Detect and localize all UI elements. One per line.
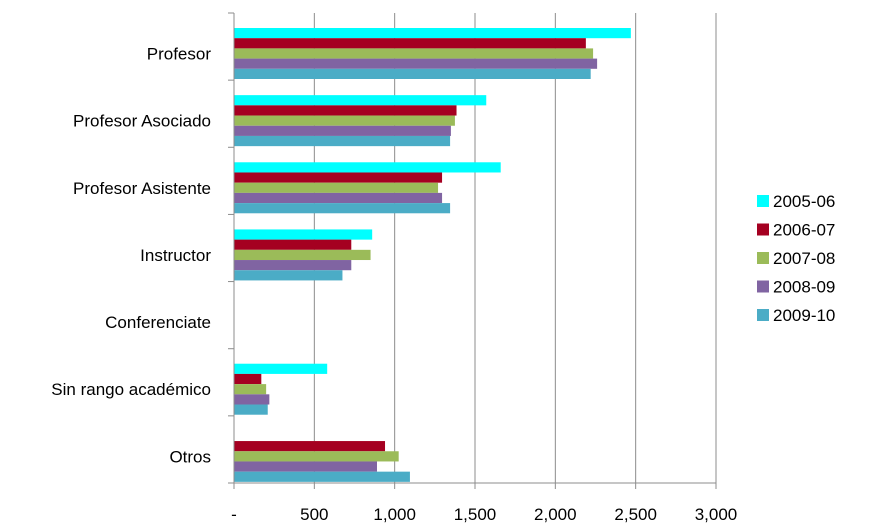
bar-profesor-asociado-2006-07 <box>234 105 457 116</box>
bar-profesor-2007-08 <box>234 48 594 59</box>
legend-swatch-2008-09 <box>757 280 769 293</box>
bar-profesor-asociado-2008-09 <box>234 125 451 136</box>
bar-profesor-2009-10 <box>234 68 591 79</box>
x-tick-label: - <box>231 505 237 524</box>
bar-otros-2008-09 <box>234 461 377 472</box>
category-label-conferenciate: Conferenciate <box>105 313 211 332</box>
labels: - 500 1,000 1,500 2,000 2,500 3,000 Profesor Pro… <box>51 45 737 525</box>
bar-profesor-asociado-2005-06 <box>234 95 487 106</box>
bar-profesor-asistente-2006-07 <box>234 172 443 183</box>
x-tick-label: 2,000 <box>534 505 577 524</box>
legend-label-2005-06: 2005-06 <box>773 192 835 211</box>
x-tick-label: 1,500 <box>454 505 497 524</box>
bar-instructor-2006-07 <box>234 239 352 250</box>
legend-label-2006-07: 2006-07 <box>773 221 835 240</box>
x-tick-label: 3,000 <box>695 505 738 524</box>
bar-otros-2007-08 <box>234 451 399 462</box>
legend-swatch-2007-08 <box>757 252 769 264</box>
bar-profesor-asistente-2005-06 <box>234 162 501 173</box>
bar-sin-rango-academico-2009-10 <box>234 404 268 415</box>
category-label-profesor-asociado: Profesor Asociado <box>73 112 211 131</box>
bar-profesor-asistente-2008-09 <box>234 192 443 204</box>
x-tick-label: 500 <box>300 505 328 524</box>
bar-profesor-2006-07 <box>234 38 586 49</box>
bar-instructor-2008-09 <box>234 260 352 271</box>
bar-profesor-asistente-2007-08 <box>234 182 439 193</box>
bar-otros-2009-10 <box>234 471 410 482</box>
bar-profesor-asociado-2007-08 <box>234 115 455 126</box>
category-label-sin-rango-academico: Sin rango académico <box>51 380 211 399</box>
category-label-profesor-asistente: Profesor Asistente <box>73 179 211 198</box>
bar-sin-rango-academico-2008-09 <box>234 394 270 405</box>
bar-sin-rango-academico-2007-08 <box>234 384 267 395</box>
legend-label-2007-08: 2007-08 <box>773 249 835 268</box>
bar-otros-2006-07 <box>234 441 386 452</box>
category-label-instructor: Instructor <box>140 246 211 265</box>
bar-profesor-asociado-2009-10 <box>234 135 451 147</box>
legend-label-2008-09: 2008-09 <box>773 278 835 297</box>
bar-instructor-2007-08 <box>234 249 371 261</box>
bar-instructor-2009-10 <box>234 270 343 281</box>
bars <box>234 28 631 482</box>
bar-profesor-2008-09 <box>234 58 598 69</box>
legend: 2005-06 2006-07 2007-08 2008-09 2009-10 <box>757 192 835 325</box>
bar-instructor-2005-06 <box>234 229 373 240</box>
bar-sin-rango-academico-2006-07 <box>234 373 262 385</box>
category-label-profesor: Profesor <box>147 45 212 64</box>
legend-swatch-2009-10 <box>757 309 769 321</box>
bar-profesor-asistente-2009-10 <box>234 203 451 214</box>
legend-swatch-2006-07 <box>757 223 769 236</box>
bar-sin-rango-academico-2005-06 <box>234 363 328 374</box>
axes <box>228 12 717 489</box>
legend-label-2009-10: 2009-10 <box>773 306 835 325</box>
x-tick-label: 2,500 <box>614 505 657 524</box>
category-label-otros: Otros <box>169 447 211 466</box>
x-tick-label: 1,000 <box>373 505 416 524</box>
legend-swatch-2005-06 <box>757 195 769 207</box>
gridlines <box>313 13 717 483</box>
bar-profesor-2005-06 <box>234 28 631 39</box>
